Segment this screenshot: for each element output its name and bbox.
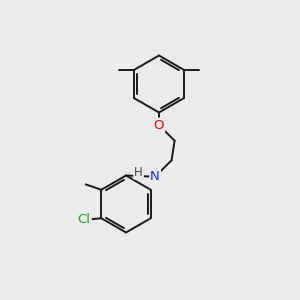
Text: N: N (150, 170, 160, 183)
Text: Cl: Cl (78, 213, 91, 226)
Text: H: H (134, 166, 143, 179)
Text: O: O (154, 118, 164, 132)
